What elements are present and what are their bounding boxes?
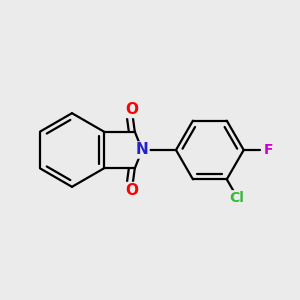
Text: F: F [263, 143, 273, 157]
Text: N: N [136, 142, 148, 158]
Text: O: O [125, 102, 138, 117]
Text: O: O [125, 183, 138, 198]
Text: Cl: Cl [229, 191, 244, 205]
